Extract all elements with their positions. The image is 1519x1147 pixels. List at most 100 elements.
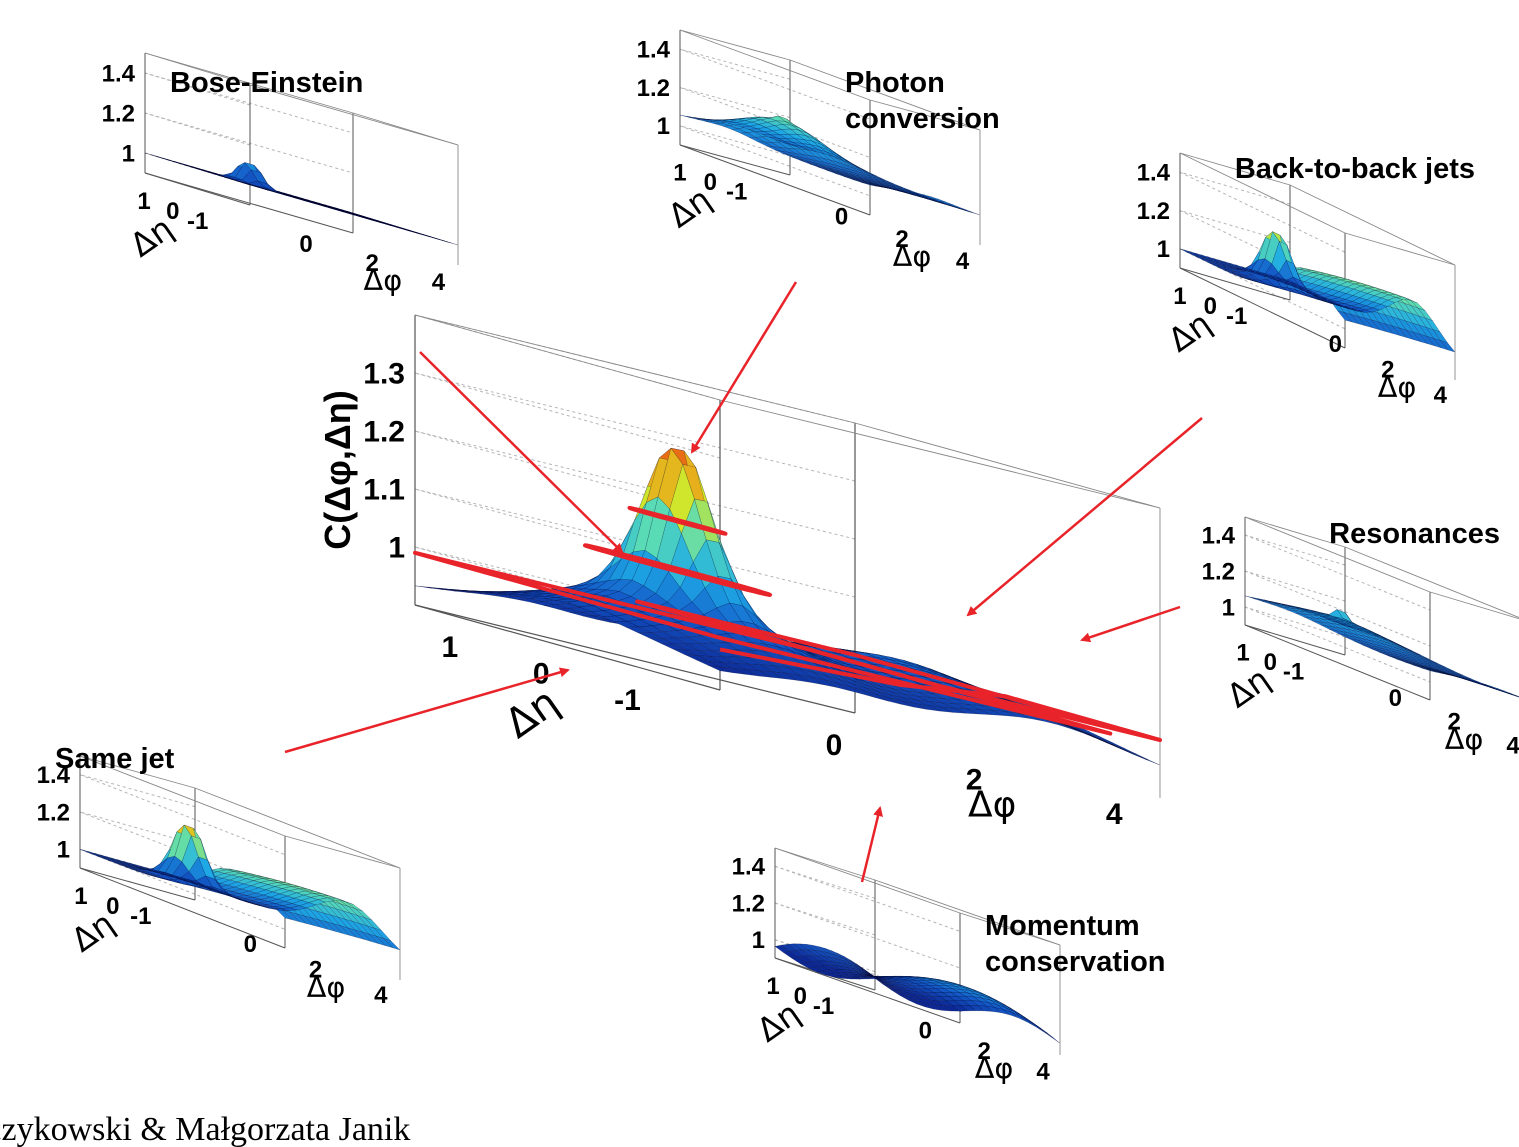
eta-tick-label: -1 [1226,303,1247,330]
axis-edge [679,144,791,176]
grid-line [144,112,354,174]
grid-line [414,430,721,517]
axis-edge [79,867,196,901]
box-edge [679,29,871,101]
phi-axis-title: Δφ [1445,722,1484,756]
axis-edge [1179,267,1346,349]
eta-tick-label: 1 [1236,640,1249,667]
box-edge [414,314,721,401]
box-edge [719,399,1161,509]
z-tick-label: 1 [122,140,135,167]
surface-cell [441,240,459,246]
box-edge [414,314,856,424]
phi-tick-label: 4 [1506,733,1519,760]
axis-edge [414,604,856,714]
box-edge [144,52,354,114]
box-edge [679,29,791,61]
phi-tick-label: 2 [895,226,908,253]
z-tick-label: 1.2 [102,100,135,127]
surface-cell [1135,754,1161,766]
surface [1244,595,1519,698]
eta-tick-label: 1 [442,631,459,664]
phi-tick-label: 4 [1434,382,1448,409]
box-edge [774,847,876,881]
z-tick-label: 1.2 [1202,558,1235,585]
box-edge [1344,546,1519,619]
pointer-arrow [860,806,883,883]
phi-tick-label: 4 [956,248,970,275]
surface-cell [1179,248,1195,255]
box-edge [789,59,981,131]
grid-line [414,372,856,482]
grid-line [679,125,791,157]
inset-title: Photon conversion [845,67,1000,135]
grid-line [679,125,871,197]
region-box-away [635,599,1162,742]
inset-title-line: Photon [845,67,945,99]
box-edge [1289,184,1456,266]
grid-line [414,372,721,459]
phi-tick-label: 0 [244,931,257,958]
eta-tick-label: -1 [130,903,151,930]
z-tick-label: 1.1 [363,474,405,507]
phi-tick-label: 2 [977,1038,990,1065]
surface [79,824,401,951]
peak-contour-inner [627,505,728,536]
box-edge [854,422,1161,509]
grid-line [679,87,791,118]
grid-line [1179,171,1291,205]
inset-title-line: Resonances [1329,518,1500,550]
box-edge [79,755,196,789]
box-edge [194,787,401,869]
inset-title: Momentum conservation [985,910,1166,978]
z-tick-label: 1.4 [1202,522,1236,549]
eta-tick-label: 1 [137,188,150,215]
front-edges [1179,152,1456,380]
z-tick-label: 1.4 [102,60,136,87]
eta-tick-label: 0 [106,893,119,920]
region-edge-front [719,647,1161,742]
pointer-arrow [419,351,624,554]
phi-axis-title: Δφ [364,263,403,297]
inset-title: Bose-Einstein [170,67,363,99]
z-axis-title: C(Δφ,Δη) [317,390,358,549]
box-edge [869,99,981,131]
z-tick-label: 1 [388,532,405,565]
phi-tick-label: 2 [309,956,322,983]
grid-line [79,774,196,808]
axis-edge [679,144,871,216]
z-tick-label: 1 [752,927,765,954]
eta-tick-label: 0 [704,169,717,196]
surface-cell [1100,738,1125,749]
eta-tick-label: 0 [1264,649,1277,676]
z-tick-label: 1.2 [363,416,405,449]
eta-tick-label: -1 [1283,658,1304,685]
eta-tick-label: 1 [1173,283,1186,310]
z-tick-label: 1.4 [637,37,671,64]
back-panes [679,30,871,216]
phi-axis-title: Δφ [893,239,932,273]
z-tick-label: 1.4 [37,762,71,789]
axis-edge [144,172,354,234]
credit-text: raczykowski & Małgorzata Janik [0,1111,410,1147]
region-overlays [413,505,1162,742]
front-edges [144,52,459,265]
z-tick-label: 1.4 [1137,160,1171,187]
grid-line [144,72,354,134]
front-edges [679,29,981,245]
arrows [284,281,1203,883]
box-edge [284,835,401,869]
pointer-arrow [690,281,798,454]
z-tick-label: 1 [1157,236,1170,263]
phi-axis-title: Δφ [975,1051,1014,1085]
front-edges [79,755,401,980]
axis-edge [774,957,961,1024]
grid-line [144,112,251,146]
z-tick-label: 1.2 [732,890,765,917]
grid-line [79,774,286,856]
surface-cell [1045,1031,1061,1044]
pointer-arrow [1080,605,1181,643]
